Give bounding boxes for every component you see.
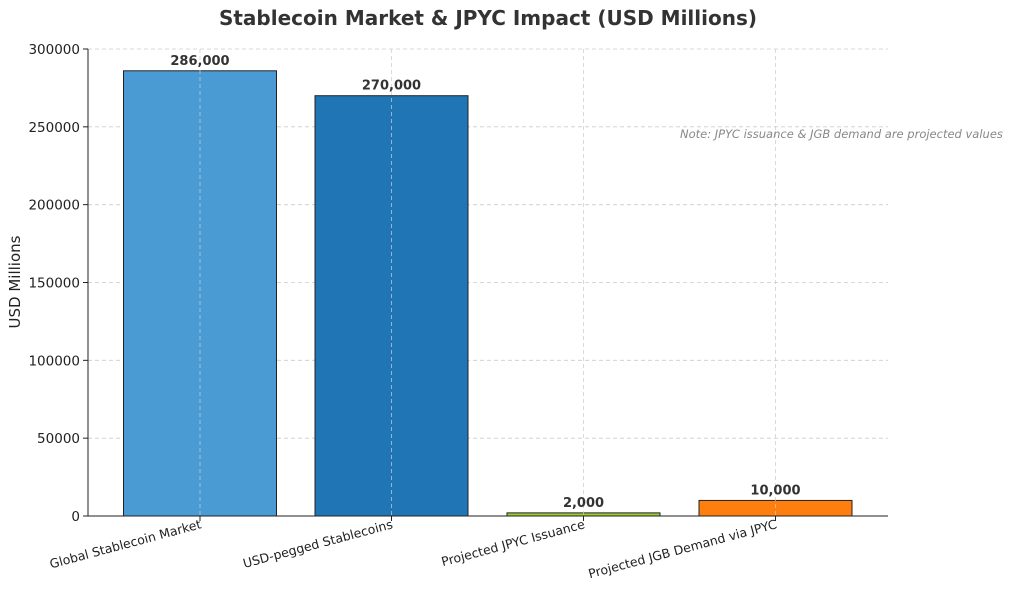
x-tick-label: Projected JPYC Issuance — [440, 516, 587, 569]
y-tick-label: 0 — [71, 509, 80, 525]
x-tick-label: USD-pegged Stablecoins — [241, 516, 394, 570]
y-tick-labels: 0 50000 100000 150000 200000 250000 300000 — [28, 42, 80, 525]
chart-title: Stablecoin Market & JPYC Impact (USD Mil… — [219, 6, 757, 30]
axes — [83, 48, 888, 521]
y-tick-label: 300000 — [28, 42, 80, 58]
y-tick-label: 100000 — [28, 353, 80, 369]
x-tick-label: Projected JGB Demand via JPYC — [587, 516, 779, 581]
y-tick-label: 150000 — [28, 276, 80, 292]
y-tick-label: 250000 — [28, 120, 80, 136]
x-tick-labels: Global Stablecoin Market USD-pegged Stabl… — [48, 516, 779, 581]
bar-value-label: 270,000 — [362, 79, 421, 94]
data-labels: 286,000 270,000 2,000 10,000 — [170, 54, 800, 511]
bar-2 — [314, 95, 469, 517]
bar-value-label: 10,000 — [750, 483, 800, 498]
bar-value-label: 286,000 — [170, 54, 229, 69]
y-axis-label: USD Millions — [6, 235, 24, 328]
y-tick-label: 200000 — [28, 198, 80, 214]
projection-note: Note: JPYC issuance & JGB demand are pro… — [680, 127, 1003, 141]
bar-value-label: 2,000 — [563, 496, 604, 511]
y-tick-label: 50000 — [37, 431, 80, 447]
